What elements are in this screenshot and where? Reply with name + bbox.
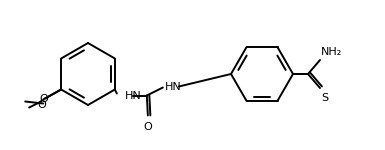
Text: O: O (40, 93, 49, 104)
Text: S: S (321, 93, 328, 103)
Text: NH₂: NH₂ (321, 47, 342, 57)
Text: HN: HN (125, 90, 142, 101)
Text: O: O (144, 122, 152, 132)
Text: HN: HN (165, 81, 182, 92)
Text: O: O (38, 100, 47, 111)
Text: methoxy: methoxy (22, 99, 28, 101)
